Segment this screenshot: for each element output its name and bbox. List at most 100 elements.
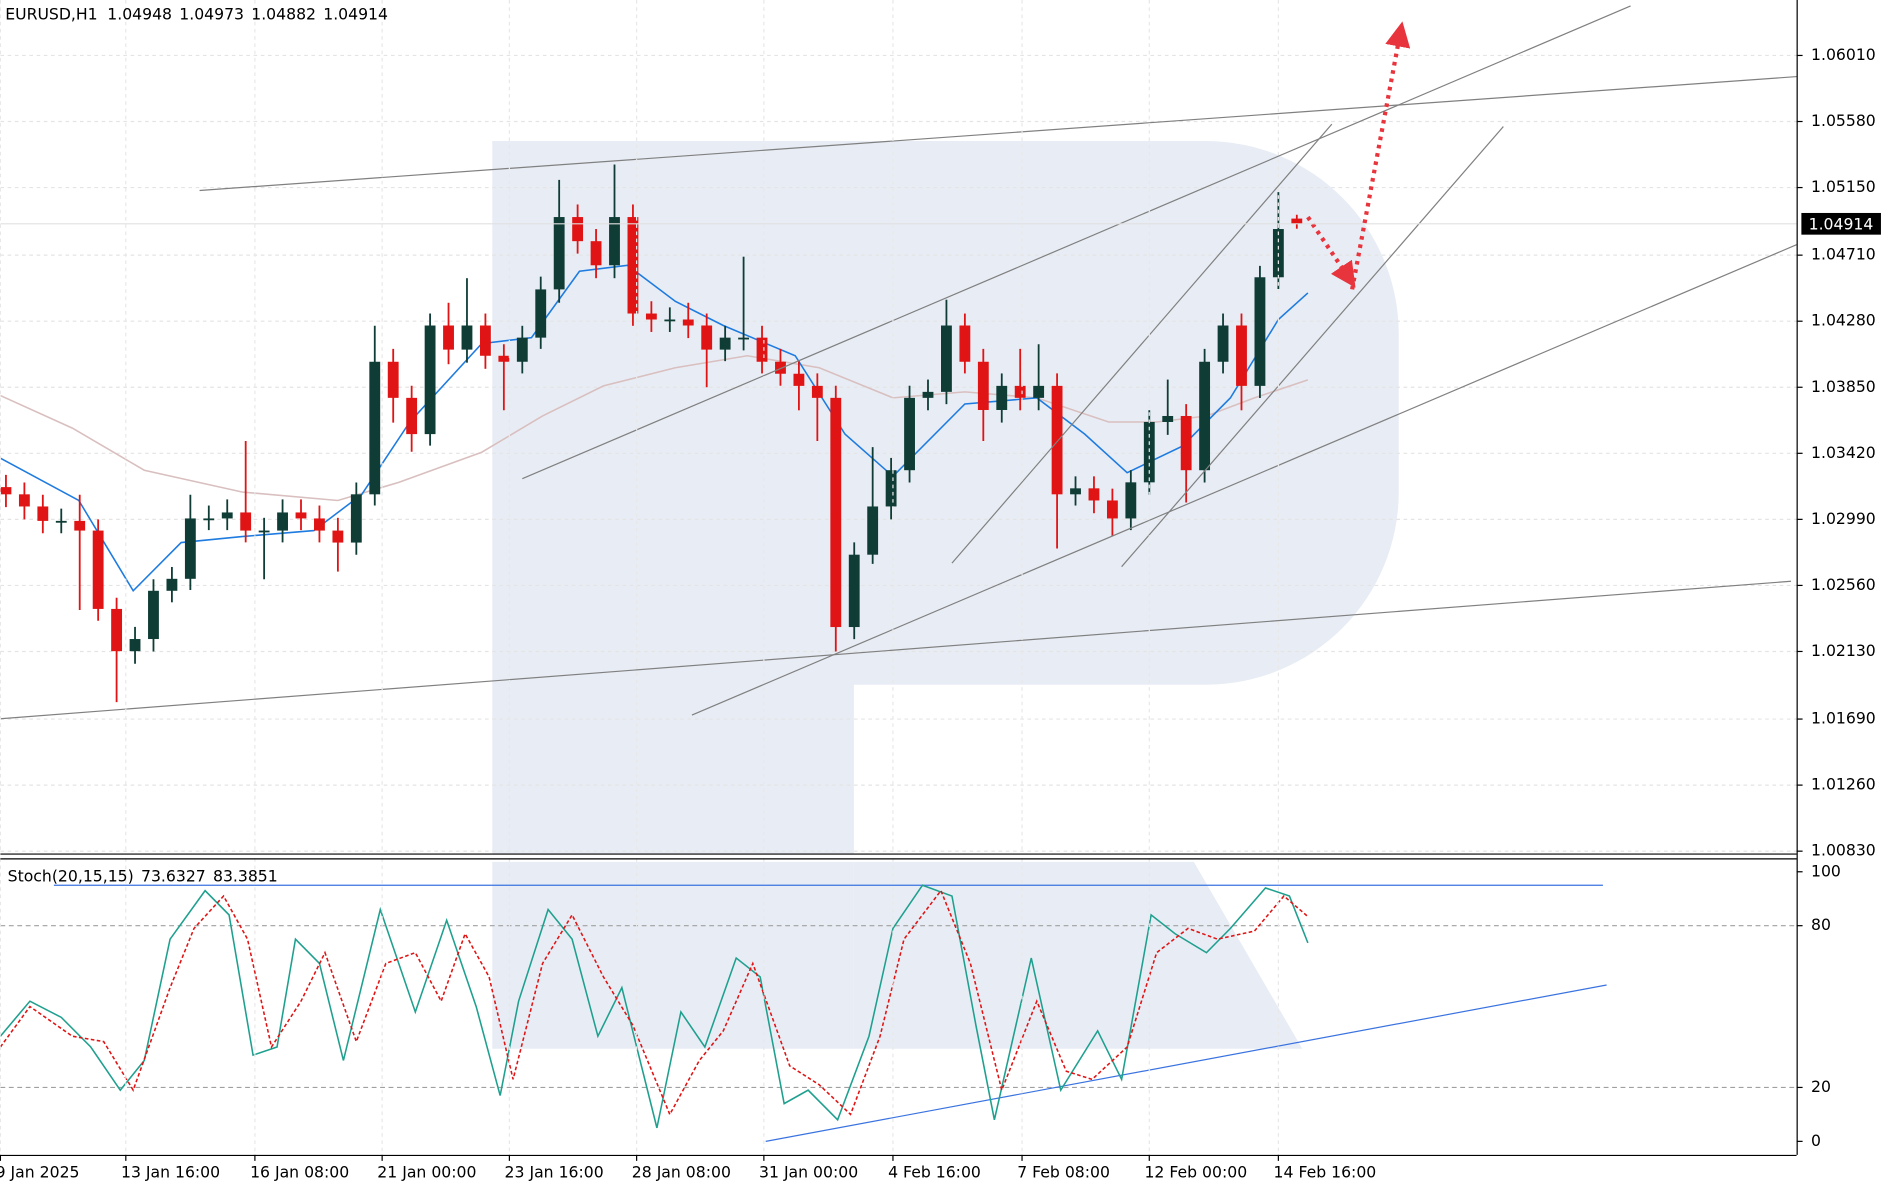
candle-body <box>996 385 1008 410</box>
candle-body <box>1217 325 1229 362</box>
x-tick-label: 4 Feb 16:00 <box>888 1162 981 1181</box>
y-tick-label: 1.06010 <box>1811 45 1876 64</box>
candle-body <box>350 494 362 543</box>
candle-body <box>811 385 823 398</box>
candle-body <box>904 397 915 471</box>
x-tick-label: 12 Feb 00:00 <box>1144 1162 1247 1181</box>
candle-body <box>74 520 86 531</box>
open-value: 1.04948 <box>107 4 172 23</box>
panel <box>0 5 1797 852</box>
candle-body <box>1014 385 1026 398</box>
trend-line <box>951 123 1333 564</box>
y-tick-label: 1.01690 <box>1811 709 1876 728</box>
y-tick-label: 1.02560 <box>1811 575 1876 594</box>
series-line <box>0 884 1309 1129</box>
high-value: 1.04973 <box>179 4 244 23</box>
candle-body <box>184 518 196 579</box>
series-line <box>0 889 1309 1117</box>
candle-body <box>627 217 639 314</box>
candle-body <box>1106 500 1118 519</box>
candle-body <box>1070 488 1081 495</box>
trend-line <box>765 984 1607 1142</box>
candle-body <box>738 337 750 340</box>
watermark <box>492 141 1399 1049</box>
candle-body <box>572 217 584 242</box>
candle-body <box>609 217 620 266</box>
candle-body <box>111 608 123 652</box>
x-tick-label: 14 Feb 16:00 <box>1274 1162 1377 1181</box>
series-line <box>0 264 1309 593</box>
candle-body <box>1254 277 1266 386</box>
trend-line <box>199 75 1797 192</box>
x-tick-label: 7 Feb 08:00 <box>1017 1162 1110 1181</box>
y-tick-label: 1.03420 <box>1811 443 1876 462</box>
candle-body <box>553 217 565 290</box>
x-tick-label: 13 Jan 16:00 <box>121 1162 220 1181</box>
x-tick-label: 21 Jan 00:00 <box>377 1162 476 1181</box>
candle-body <box>516 337 528 362</box>
stoch-title: Stoch(20,15,15) <box>8 866 134 885</box>
candle-body <box>277 512 288 531</box>
low-value: 1.04882 <box>251 4 316 23</box>
candle-body <box>1180 415 1192 471</box>
candle-body <box>1199 361 1211 471</box>
candle-body <box>1162 415 1174 422</box>
candle-body <box>92 530 104 609</box>
candle-body <box>479 325 491 356</box>
candle-body <box>314 518 325 531</box>
x-tick-label: 23 Jan 16:00 <box>505 1162 604 1181</box>
y-tick-label: 0 <box>1811 1131 1821 1150</box>
candle-body <box>369 361 381 495</box>
frame <box>0 0 1798 1157</box>
candle-body <box>18 494 30 507</box>
y-tick-label: 1.02990 <box>1811 509 1876 528</box>
candle-body <box>0 487 12 495</box>
current-price-box <box>1801 212 1881 235</box>
price-header: EURUSD,H1 1.04948 1.04973 1.04882 1.04914 <box>5 4 388 23</box>
candle-body <box>1143 421 1155 483</box>
candle-body <box>295 512 307 519</box>
trend-line <box>1121 126 1504 568</box>
candle-body <box>498 355 510 362</box>
y-tick-label: 1.04710 <box>1811 245 1876 264</box>
current-price-label: 1.04914 <box>1809 215 1874 234</box>
candle-body <box>867 506 879 555</box>
y-tick-label: 80 <box>1811 915 1831 934</box>
candle-body <box>977 361 989 410</box>
stoch-main-value: 73.6327 <box>141 866 206 885</box>
candle-body <box>645 313 657 320</box>
candle-body <box>848 554 860 628</box>
y-tick-label: 100 <box>1811 861 1841 880</box>
candle-body <box>701 325 713 350</box>
candle-body <box>166 578 178 591</box>
symbol: EURUSD,H1 <box>5 4 97 23</box>
y-tick-label: 1.00830 <box>1811 841 1876 860</box>
candle-body <box>1033 385 1045 398</box>
candle-body <box>221 512 233 519</box>
candle-body <box>1291 218 1303 224</box>
candle-body <box>240 512 252 531</box>
y-tick-label: 1.01260 <box>1811 775 1876 794</box>
candle-body <box>959 325 971 362</box>
trend-line <box>0 580 1792 720</box>
trend-line <box>522 5 1631 480</box>
y-tick-label: 1.04280 <box>1811 311 1876 330</box>
candle-body <box>1236 325 1247 386</box>
candle-body <box>682 319 694 326</box>
close-value: 1.04914 <box>323 4 388 23</box>
candle-body <box>203 518 215 521</box>
x-tick-label: 16 Jan 08:00 <box>250 1162 349 1181</box>
candle-body <box>756 337 768 362</box>
candle-body <box>775 361 786 374</box>
x-tick-label: 31 Jan 00:00 <box>759 1162 858 1181</box>
forecast-arrow <box>1350 21 1411 290</box>
candle-body <box>37 506 49 521</box>
candle-body <box>1125 482 1137 519</box>
candle-body <box>461 325 473 350</box>
y-tick-label: 1.05150 <box>1811 177 1876 196</box>
stoch-signal-value: 83.3851 <box>213 866 278 885</box>
candle-body <box>424 325 436 435</box>
candle-body <box>148 590 159 640</box>
